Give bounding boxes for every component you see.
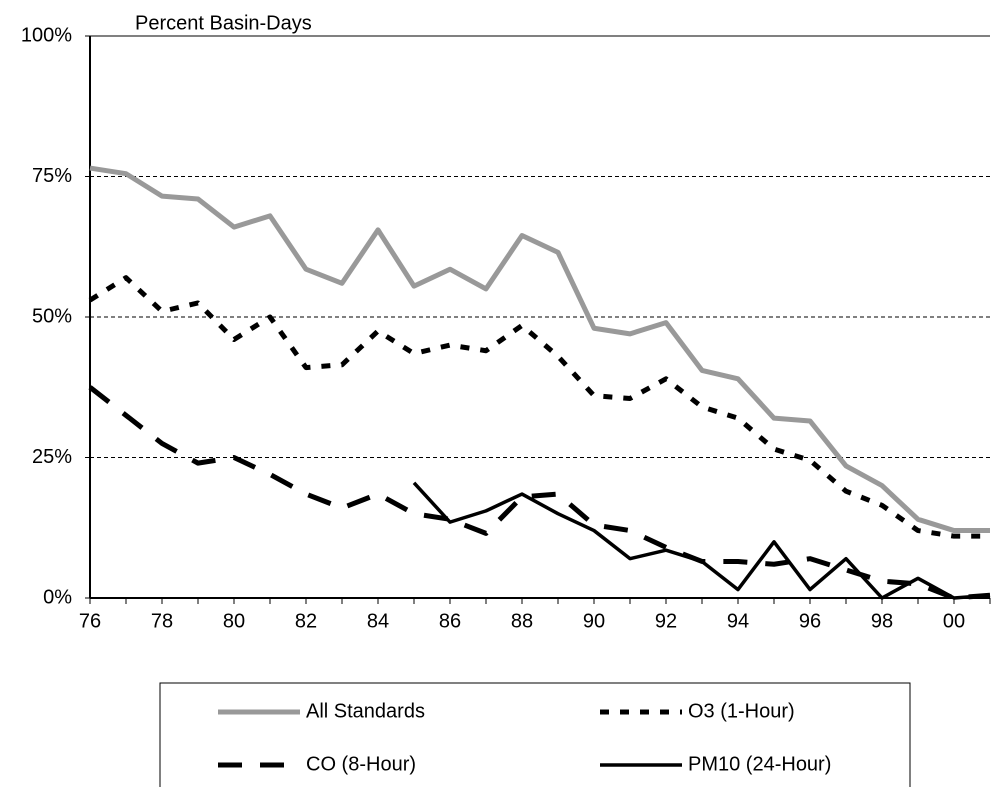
y-tick-label: 25%: [32, 446, 72, 468]
x-tick-label: 00: [943, 610, 965, 632]
x-tick-label: 80: [223, 610, 245, 632]
legend-label: All Standards: [306, 700, 425, 722]
y-tick-label: 100%: [21, 24, 72, 46]
chart-title: Percent Basin-Days: [135, 12, 312, 34]
x-tick-label: 76: [79, 610, 101, 632]
series-line: [88, 275, 990, 539]
x-tick-label: 78: [151, 610, 173, 632]
series-line: [412, 481, 991, 600]
x-tick-label: 96: [799, 610, 821, 632]
legend-label: O3 (1-Hour): [688, 700, 795, 722]
x-tick-label: 82: [295, 610, 317, 632]
y-tick-label: 0%: [43, 586, 72, 608]
series-line: [88, 385, 991, 601]
legend-label: PM10 (24-Hour): [688, 753, 831, 775]
y-tick-label: 75%: [32, 165, 72, 187]
series-line: [89, 165, 990, 534]
x-tick-label: 86: [439, 610, 461, 632]
x-tick-label: 92: [655, 610, 677, 632]
y-tick-label: 50%: [32, 305, 72, 327]
legend-box: [159, 682, 911, 787]
x-tick-label: 84: [367, 610, 389, 632]
x-tick-label: 94: [727, 610, 749, 632]
legend-label: CO (8-Hour): [306, 753, 416, 775]
x-tick-label: 88: [511, 610, 533, 632]
x-tick-label: 90: [583, 610, 605, 632]
x-tick-label: 98: [871, 610, 893, 632]
